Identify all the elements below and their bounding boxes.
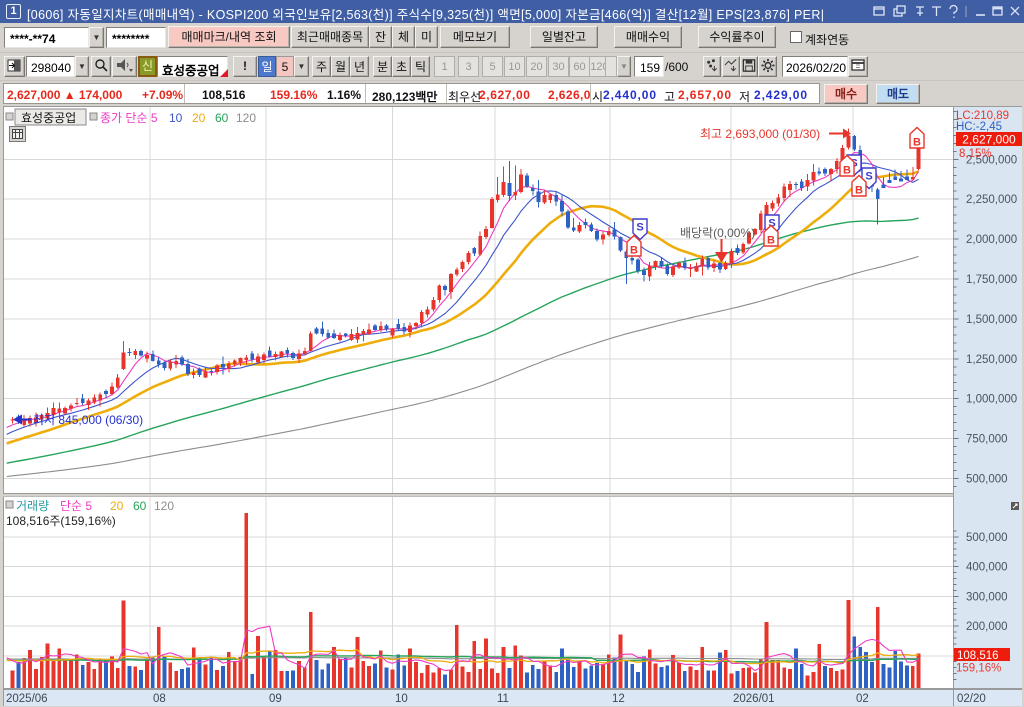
svg-text:10: 10: [395, 693, 408, 705]
svg-text:B: B: [843, 165, 851, 177]
svg-text:S: S: [865, 171, 872, 183]
svg-text:최저 845,000 (06/30): 최저 845,000 (06/30): [33, 413, 143, 427]
svg-text:08: 08: [153, 693, 166, 705]
svg-text:종가 단순 5: 종가 단순 5: [100, 111, 158, 125]
svg-text:108,516주(159,16%): 108,516주(159,16%): [6, 514, 116, 528]
svg-text:120: 120: [154, 499, 174, 513]
svg-text:2026/01: 2026/01: [733, 693, 775, 705]
svg-text:1,500,000: 1,500,000: [966, 314, 1017, 326]
svg-text:02: 02: [856, 693, 869, 705]
svg-text:HC:-2,45: HC:-2,45: [956, 121, 1002, 133]
svg-text:200,000: 200,000: [966, 621, 1008, 633]
svg-text:500,000: 500,000: [966, 532, 1008, 544]
svg-text:02/20: 02/20: [957, 693, 986, 705]
svg-text:500,000: 500,000: [966, 474, 1008, 486]
svg-text:2025/06: 2025/06: [6, 693, 48, 705]
svg-text:B: B: [767, 235, 775, 247]
svg-text:1,000,000: 1,000,000: [966, 394, 1017, 406]
svg-text:2,250,000: 2,250,000: [966, 194, 1017, 206]
svg-text:12: 12: [612, 693, 625, 705]
svg-text:11: 11: [497, 693, 509, 705]
svg-text:159,16%: 159,16%: [956, 663, 1001, 675]
svg-text:LC:210,89: LC:210,89: [956, 110, 1009, 122]
svg-text:B: B: [913, 137, 921, 149]
svg-text:1,750,000: 1,750,000: [966, 274, 1017, 286]
svg-text:2,500,000: 2,500,000: [966, 154, 1017, 166]
svg-text:2,627,000: 2,627,000: [962, 133, 1016, 147]
svg-text:60: 60: [133, 499, 147, 513]
svg-text:1,250,000: 1,250,000: [966, 354, 1017, 366]
svg-text:효성중공업: 효성중공업: [21, 111, 76, 125]
svg-text:배당락(0,00%): 배당락(0,00%): [680, 226, 755, 240]
svg-text:S: S: [636, 222, 643, 234]
svg-text:09: 09: [269, 693, 282, 705]
svg-text:108,516: 108,516: [957, 650, 999, 662]
svg-text:750,000: 750,000: [966, 434, 1008, 446]
svg-text:20: 20: [192, 111, 206, 125]
svg-text:120: 120: [236, 111, 256, 125]
svg-text:최고 2,693,000 (01/30): 최고 2,693,000 (01/30): [700, 127, 820, 141]
svg-text:400,000: 400,000: [966, 562, 1008, 574]
svg-text:8,15%: 8,15%: [959, 148, 992, 160]
svg-text:20: 20: [110, 499, 124, 513]
svg-text:300,000: 300,000: [966, 591, 1008, 603]
svg-text:B: B: [855, 185, 863, 197]
svg-text:거래량: 거래량: [16, 499, 49, 513]
svg-text:S: S: [768, 218, 775, 230]
svg-text:단순 5: 단순 5: [60, 499, 92, 513]
svg-text:10: 10: [169, 111, 183, 125]
svg-text:B: B: [630, 245, 638, 257]
svg-text:2,000,000: 2,000,000: [966, 234, 1017, 246]
svg-text:60: 60: [215, 111, 229, 125]
